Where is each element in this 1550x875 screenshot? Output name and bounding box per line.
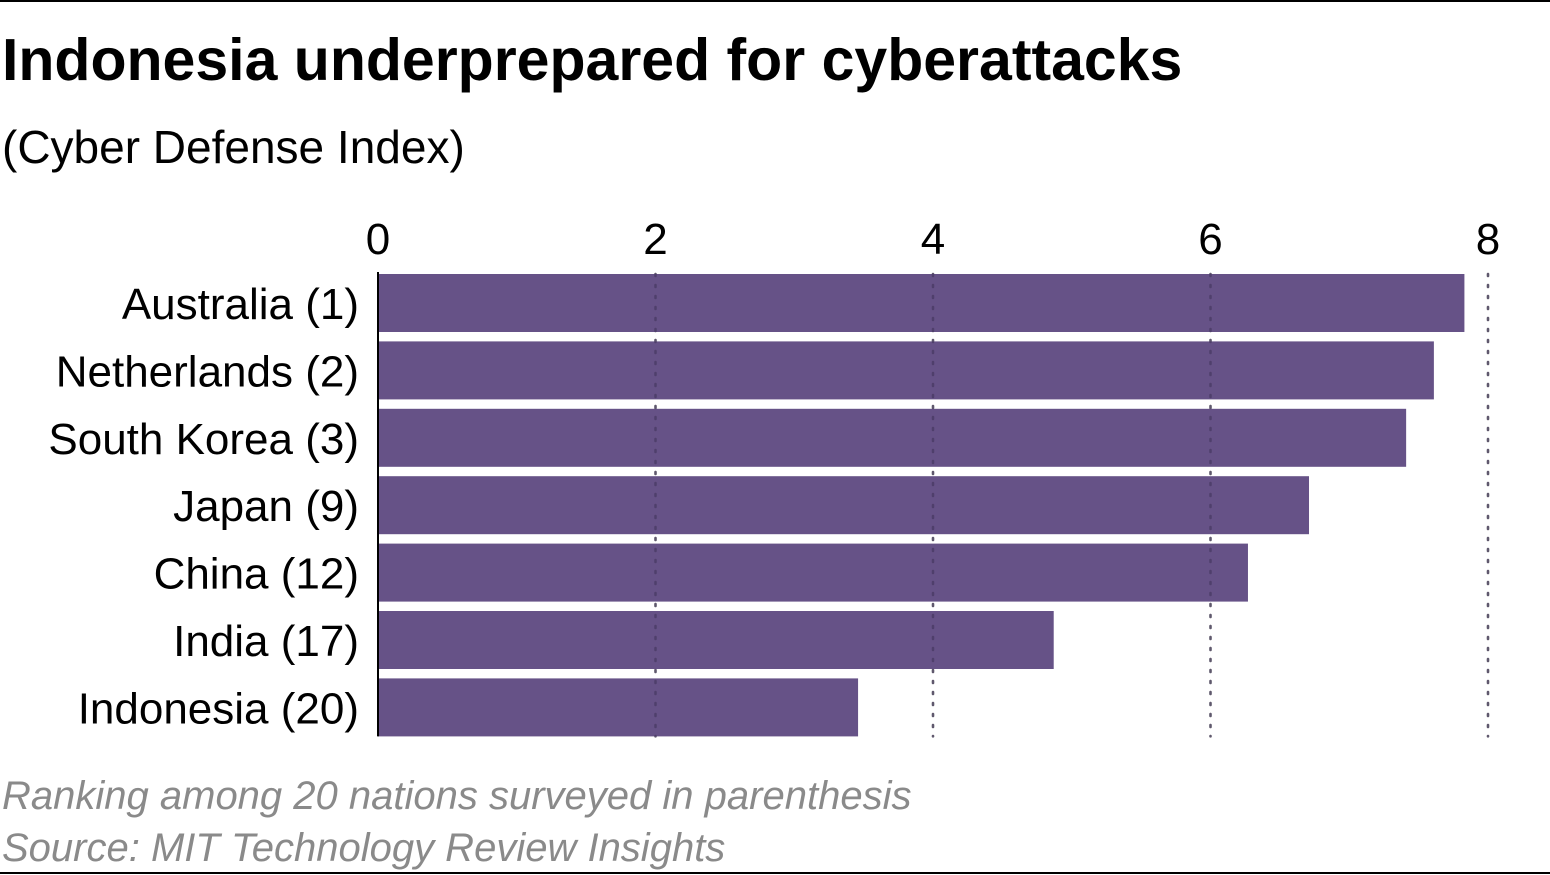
bar [378, 341, 1434, 400]
x-tick-label: 0 [366, 215, 390, 264]
category-label: Netherlands (2) [56, 347, 359, 396]
footer-source: Source: MIT Technology Review Insights [2, 826, 726, 870]
category-label: China (12) [154, 550, 359, 599]
category-label: Australia (1) [122, 280, 359, 329]
top-rule [0, 0, 1550, 2]
x-tick-label: 4 [921, 215, 945, 264]
bar [378, 543, 1248, 602]
bar [378, 408, 1407, 467]
x-tick-label: 6 [1198, 215, 1222, 264]
x-tick-label: 2 [643, 215, 667, 264]
category-label: South Korea (3) [48, 415, 359, 464]
chart-subtitle: (Cyber Defense Index) [2, 121, 465, 173]
x-tick-label: 8 [1476, 215, 1500, 264]
bar [378, 611, 1054, 669]
bar [378, 476, 1310, 535]
bottom-rule [0, 872, 1550, 874]
category-label: India (17) [173, 617, 359, 666]
chart-title: Indonesia underprepared for cyberattacks [2, 27, 1183, 93]
bar [378, 678, 859, 737]
category-label: Japan (9) [173, 482, 359, 531]
footer-note: Ranking among 20 nations surveyed in par… [2, 774, 912, 818]
category-label: Indonesia (20) [78, 684, 359, 733]
bar [378, 274, 1465, 332]
